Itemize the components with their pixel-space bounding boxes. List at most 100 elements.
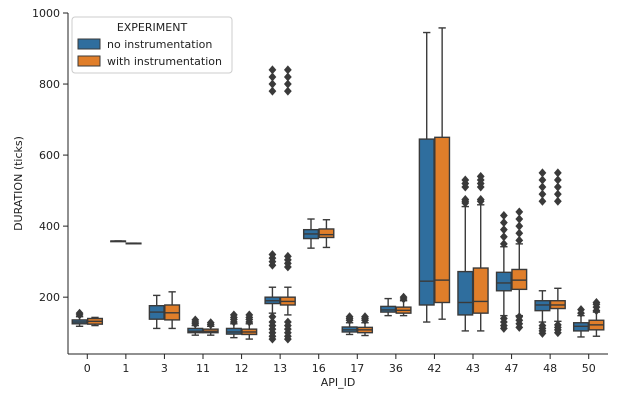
legend-title: EXPERIMENT: [117, 21, 188, 34]
outlier-marker: [283, 317, 292, 327]
box-43: [472, 171, 489, 332]
outlier-marker: [499, 314, 508, 323]
box-groups: [71, 27, 605, 344]
box-43: [457, 175, 474, 332]
outlier-marker: [268, 317, 277, 327]
x-tick-label: 12: [235, 362, 249, 375]
outlier-marker: [499, 225, 508, 235]
y-tick-label: 1000: [32, 7, 60, 20]
box-36: [380, 297, 397, 317]
iqr-box: [495, 271, 512, 292]
iqr-box: [511, 268, 528, 291]
outlier-marker: [345, 312, 354, 322]
series-no-instrumentation: [71, 31, 590, 344]
box-17: [356, 312, 374, 337]
outlier-marker: [538, 196, 547, 206]
outlier-marker: [499, 239, 508, 249]
outlier-marker: [191, 315, 200, 325]
outlier-marker: [553, 175, 562, 185]
outlier-marker: [283, 65, 292, 75]
outlier-marker: [75, 308, 84, 318]
box-47: [511, 207, 528, 332]
y-tick-label: 400: [39, 220, 60, 233]
outlier-marker: [515, 235, 524, 245]
box-16: [318, 219, 335, 249]
box-48: [534, 168, 551, 338]
outlier-marker: [283, 79, 292, 89]
x-tick-label: 11: [196, 362, 210, 375]
outlier-marker: [268, 312, 277, 322]
x-tick-label: 47: [505, 362, 519, 375]
outlier-marker: [476, 195, 485, 204]
iqr-box: [225, 327, 242, 335]
box-47: [495, 211, 512, 333]
outlier-marker: [283, 72, 292, 82]
y-axis-ticks: 200 400 600 800 1000: [32, 7, 68, 304]
outlier-marker: [538, 168, 547, 178]
outlier-marker: [553, 189, 562, 199]
x-tick-label: 0: [84, 362, 91, 375]
x-axis-ticks: 0 1 3 11 12 13 16 17 36 42 43 47 48 50: [84, 354, 596, 375]
box-0: [71, 308, 88, 327]
outlier-marker: [245, 310, 254, 320]
box-3: [164, 291, 181, 330]
x-tick-label: 36: [389, 362, 403, 375]
outlier-marker: [515, 312, 524, 322]
x-tick-label: 3: [161, 362, 168, 375]
box-13: [264, 65, 281, 344]
legend-swatch-with-instrumentation: [77, 55, 101, 67]
box-42: [418, 31, 435, 323]
iqr-box: [418, 138, 435, 306]
outlier-marker: [515, 221, 524, 231]
outlier-marker: [206, 318, 215, 328]
iqr-box: [187, 327, 204, 334]
legend: EXPERIMENT no instrumentation with instr…: [71, 16, 233, 74]
x-tick-label: 43: [466, 362, 480, 375]
outlier-marker: [399, 292, 408, 302]
x-tick-label: 42: [427, 362, 441, 375]
outlier-marker: [461, 195, 470, 204]
iqr-box: [457, 270, 474, 316]
x-tick-label: 13: [273, 362, 287, 375]
y-tick-label: 800: [39, 78, 60, 91]
outlier-marker: [592, 298, 601, 307]
outlier-marker: [283, 86, 292, 96]
box-3: [148, 294, 165, 330]
outlier-marker: [268, 72, 277, 82]
series-with-instrumentation: [86, 27, 605, 344]
legend-label-no-instrumentation: no instrumentation: [107, 38, 212, 51]
outlier-marker: [361, 312, 369, 322]
box-12: [225, 310, 242, 339]
iqr-box: [472, 267, 489, 314]
x-axis-title: API_ID: [321, 376, 356, 389]
y-axis-title: DURATION (ticks): [12, 136, 25, 231]
x-tick-label: 48: [543, 362, 557, 375]
outlier-marker: [283, 251, 292, 261]
box-1: [125, 242, 142, 245]
outlier-marker: [499, 211, 508, 220]
outlier-marker: [538, 189, 547, 199]
legend-label-with-instrumentation: with instrumentation: [107, 55, 222, 68]
outlier-marker: [515, 207, 524, 217]
iqr-box: [380, 305, 397, 313]
outlier-marker: [515, 228, 524, 238]
outlier-marker: [268, 65, 277, 75]
outlier-marker: [538, 175, 547, 185]
box-36: [395, 292, 412, 317]
outlier-marker: [268, 86, 277, 96]
outlier-marker: [553, 182, 562, 192]
outlier-marker: [538, 321, 547, 331]
box-50: [588, 298, 605, 337]
outlier-marker: [553, 168, 562, 178]
box-1: [110, 240, 127, 243]
outlier-marker: [499, 232, 508, 242]
iqr-box: [434, 136, 451, 304]
legend-frame: [71, 16, 233, 74]
outlier-marker: [461, 175, 470, 185]
box-12: [241, 310, 258, 340]
box-11: [187, 315, 204, 336]
outlier-marker: [229, 310, 238, 320]
x-tick-label: 1: [122, 362, 129, 375]
outlier-marker: [553, 196, 562, 206]
box-16: [302, 218, 320, 249]
